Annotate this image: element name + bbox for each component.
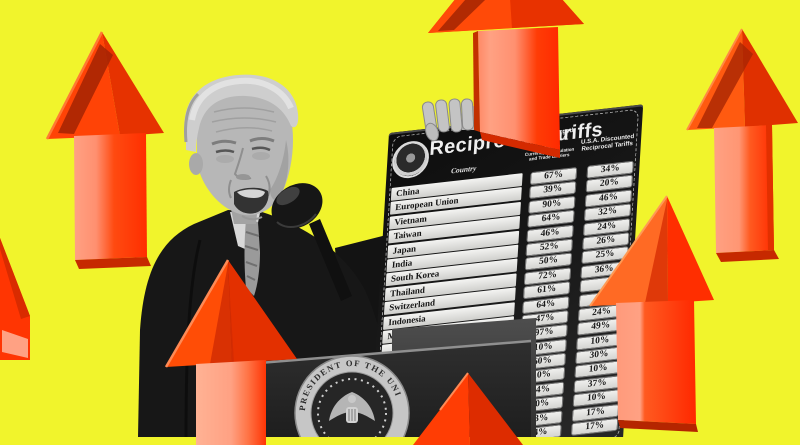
- ear: [189, 153, 203, 175]
- up-arrow-bottom-center: [164, 259, 297, 445]
- up-arrow-right-middle: [589, 195, 714, 432]
- up-arrow-top-right: [686, 28, 798, 262]
- up-arrow-left-edge: [0, 238, 30, 360]
- trump-hair: [184, 74, 299, 152]
- up-arrow-bottom-right: [413, 372, 523, 445]
- up-arrow-center-top: [428, 0, 584, 158]
- up-arrow-upper-left: [45, 31, 164, 269]
- bottom-yellow-strip: [0, 437, 800, 445]
- microphone-icon: [271, 183, 352, 301]
- presidential-seal-icon: PRESIDENT OF THE UNI: [294, 355, 410, 437]
- trump-face: [189, 88, 293, 221]
